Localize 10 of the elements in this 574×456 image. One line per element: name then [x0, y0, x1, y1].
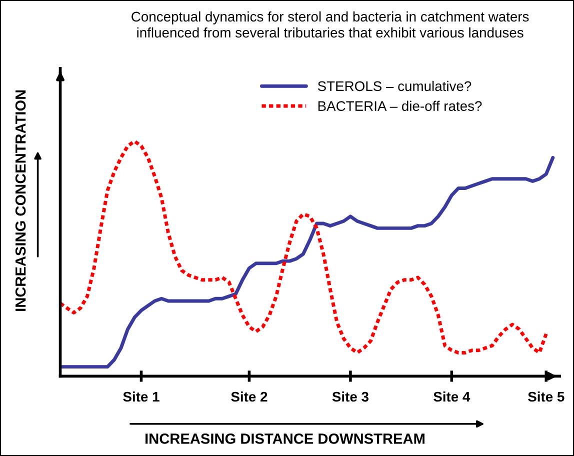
legend-label: BACTERIA – die-off rates? — [318, 100, 482, 111]
x-tick-label: Site 5 — [528, 391, 564, 402]
x-axis-title: INCREASING DISTANCE DOWNSTREAM — [146, 434, 424, 444]
y-axis-title: INCREASING CONCENTRATION — [15, 90, 26, 311]
x-tick-label: Site 1 — [123, 391, 160, 402]
x-tick-label: Site 3 — [332, 391, 368, 402]
x-tick-label: Site 2 — [231, 391, 268, 402]
chart-title: Conceptual dynamics for sterol and bacteria in catchment waters influenced from several tributaries that exhibit various landuses — [132, 11, 529, 38]
x-tick-label: Site 4 — [434, 391, 470, 402]
legend-label: STEROLS – cumulative? — [318, 80, 472, 92]
